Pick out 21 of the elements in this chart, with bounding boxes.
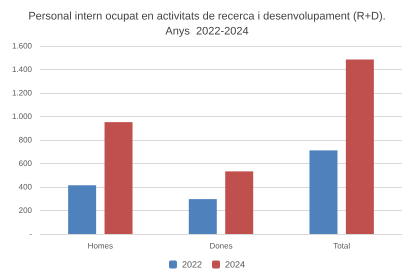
legend-label: 2022 (182, 260, 202, 270)
bar (188, 199, 217, 234)
legend-label: 2024 (225, 260, 246, 270)
x-tick-label: Homes (88, 242, 114, 250)
y-tick-label: 1.600 (12, 42, 33, 50)
bar (104, 122, 133, 234)
y-tick-label: 600 (18, 159, 33, 168)
y-tick-label: 800 (18, 136, 33, 144)
bar (68, 185, 96, 234)
y-tick-label: 1.400 (12, 65, 33, 74)
y-tick-label: 200 (18, 206, 33, 215)
y-tick-label: 1.200 (12, 88, 33, 98)
chart-title: Personal intern ocupat en activitats de recerca i desenvolupament (R+D). Anys 2022-2024 (28, 10, 386, 38)
x-tick-label: Dones (209, 242, 233, 250)
y-tick-label: - (29, 230, 32, 238)
y-tick-label: 400 (18, 182, 33, 192)
bar (309, 150, 338, 234)
bar (346, 60, 374, 234)
x-tick-label: Total (333, 242, 350, 250)
y-tick-label: 1.000 (12, 112, 33, 121)
bar (225, 171, 254, 234)
